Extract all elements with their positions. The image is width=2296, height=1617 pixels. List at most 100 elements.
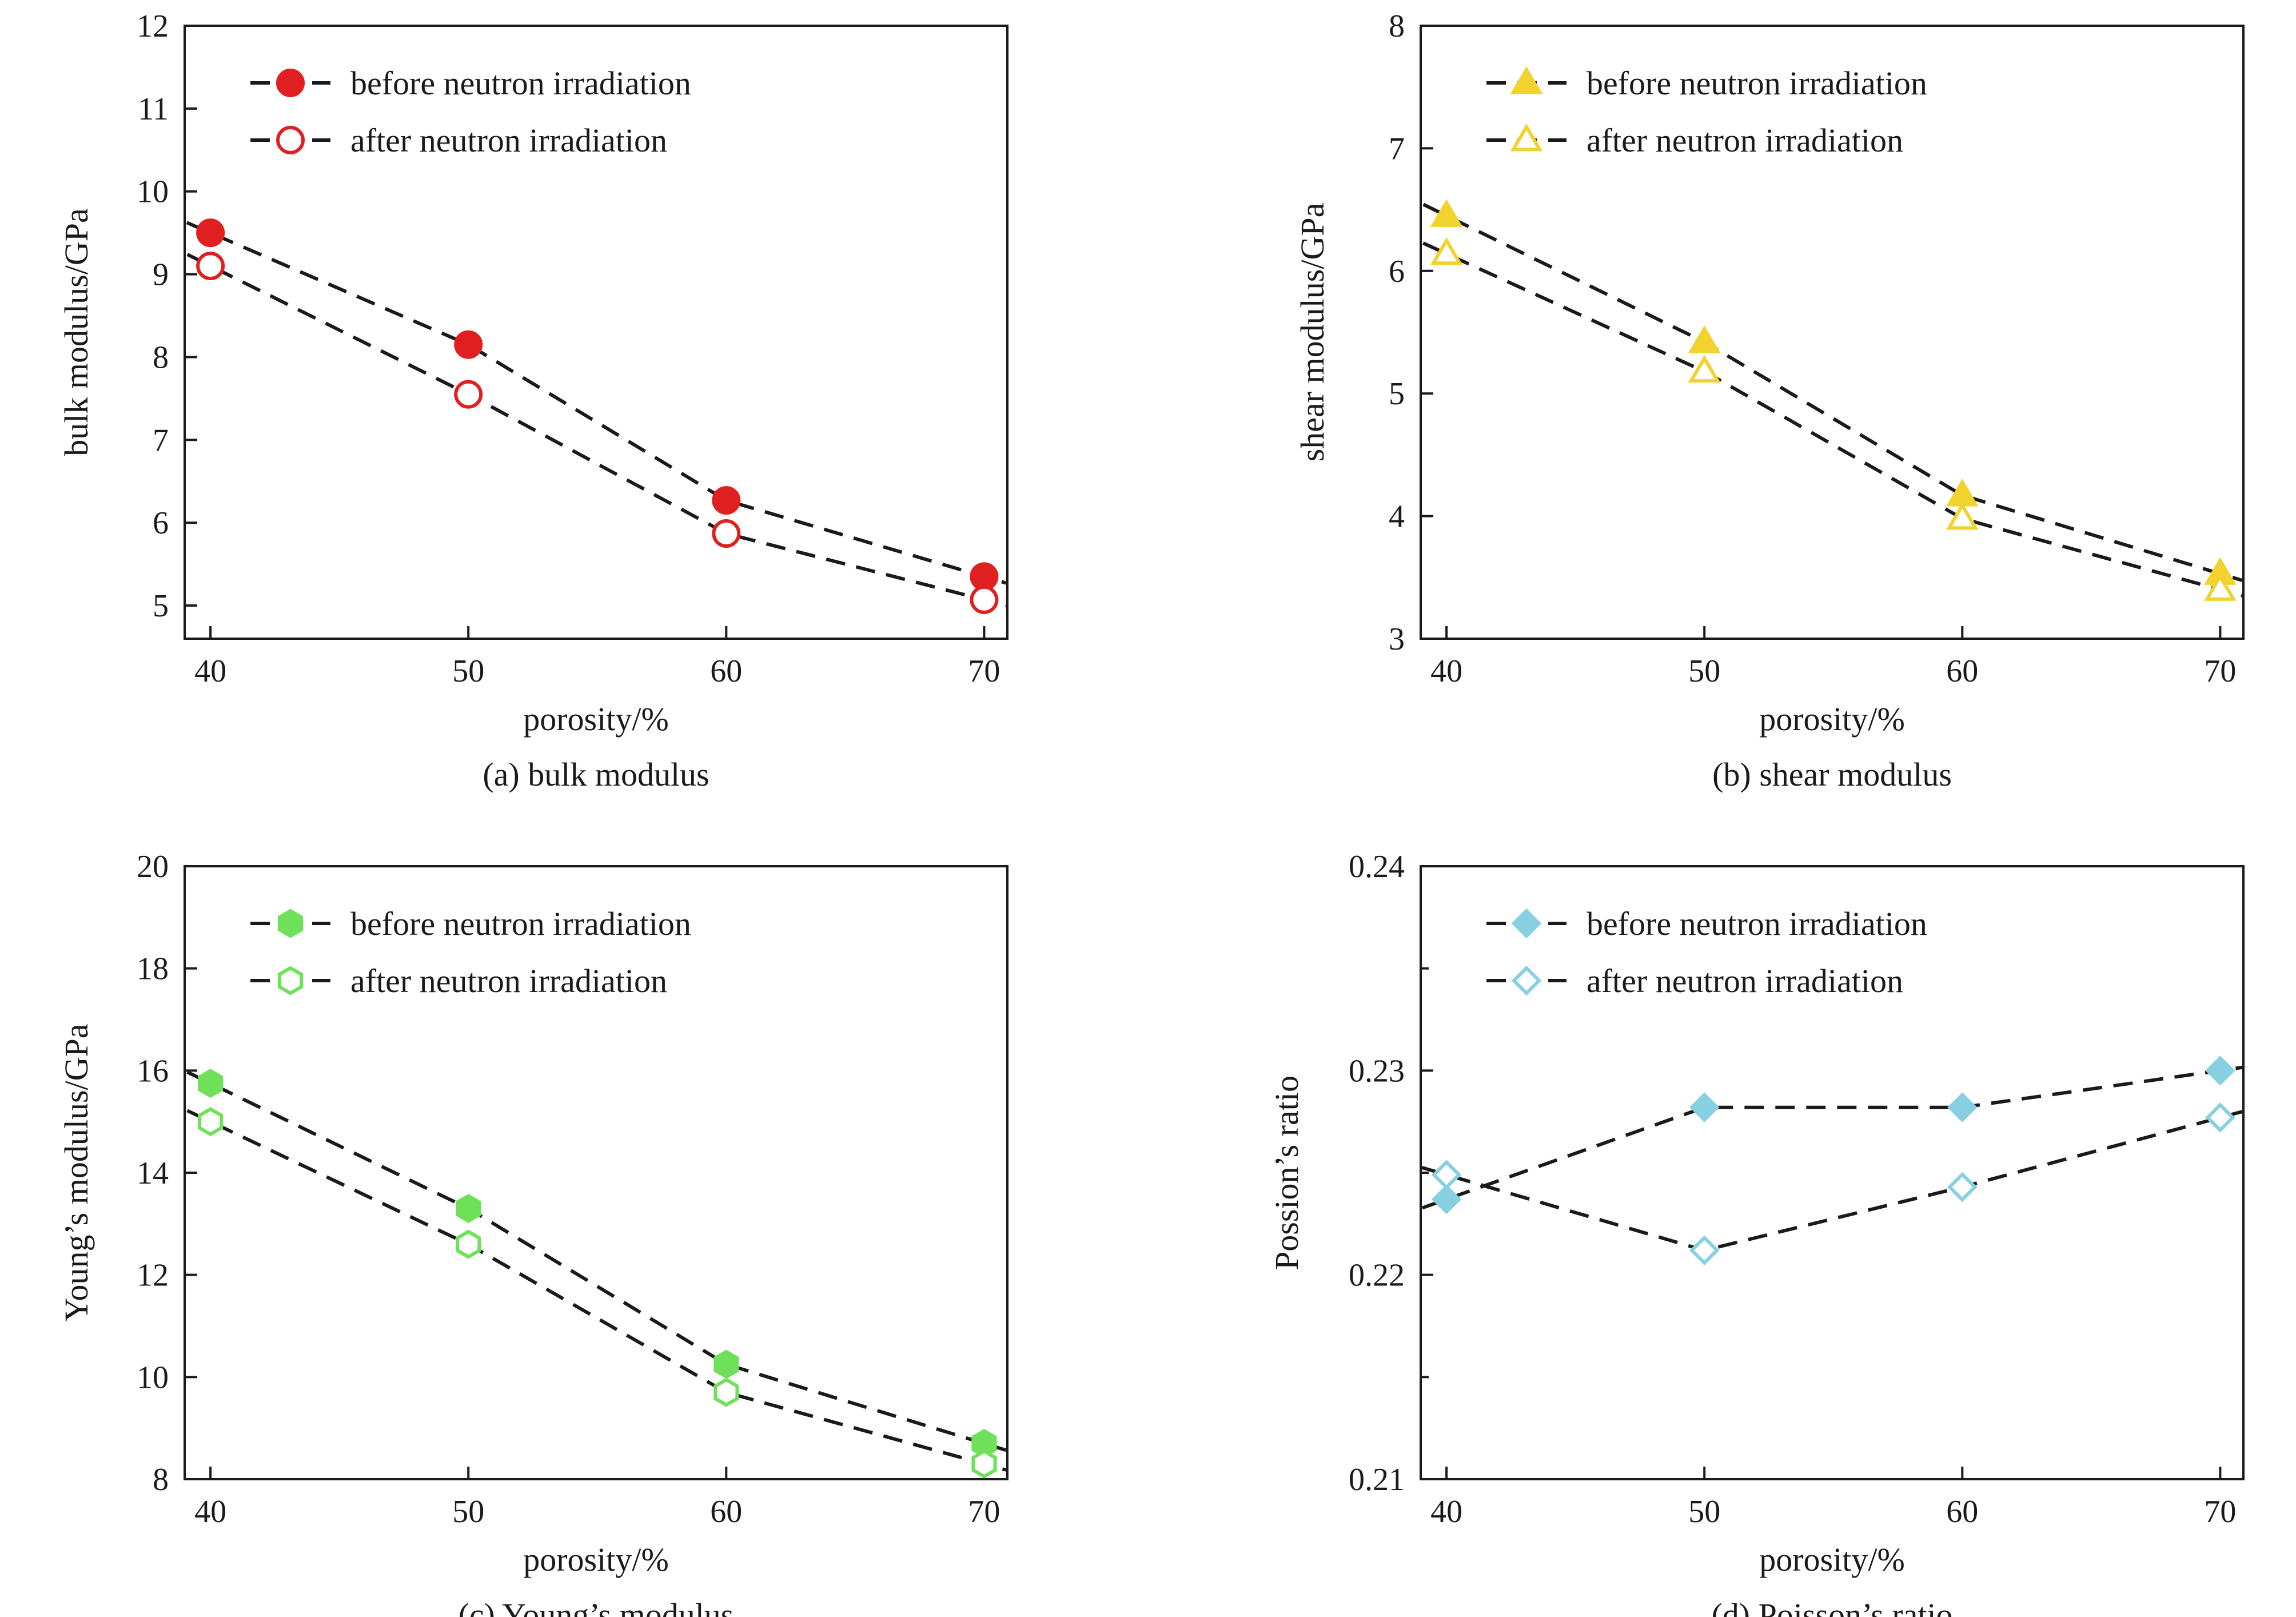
data-point-before: [712, 486, 741, 515]
legend-marker: [277, 909, 304, 938]
x-tick-label: 70: [968, 1494, 1000, 1530]
data-point-before: [198, 1069, 224, 1098]
data-point-before: [713, 1349, 739, 1379]
y-tick-label: 14: [137, 1156, 169, 1191]
y-tick-label: 8: [153, 1462, 169, 1497]
data-point-before: [1431, 1184, 1462, 1214]
legend-marker: [1511, 965, 1542, 996]
legend-marker: [277, 966, 304, 995]
x-tick-label: 50: [1688, 1494, 1720, 1530]
chart-panel-a: 40 50 60 70 5 6 7 8 9 10 11 12 porosity/% (a) bulk mo…: [58, 9, 1009, 793]
legend: before neutron irradiation after neutron …: [1486, 905, 1927, 999]
x-axis-title: porosity/%: [523, 700, 669, 738]
data-point-before: [970, 562, 999, 591]
legend: before neutron irradiation after neutron …: [250, 65, 691, 159]
data-point-after: [196, 252, 225, 281]
y-tick-label: 18: [137, 951, 169, 987]
chart-panel-c: 40 50 60 70 8 10 12 14 16 18 20 porosity/% (c) Young…: [58, 849, 1009, 1617]
legend-label: before neutron irradiation: [350, 905, 691, 942]
data-point-before: [2205, 1056, 2235, 1086]
y-tick-label: 4: [1389, 499, 1405, 535]
panel-caption: (d) Poisson’s ratio: [1711, 1596, 1952, 1617]
y-tick-label: 7: [153, 423, 169, 458]
x-axis-title: porosity/%: [1759, 700, 1905, 738]
data-point-after: [712, 519, 741, 548]
data-point-before: [1947, 1092, 1978, 1122]
data-point-after: [713, 1377, 739, 1407]
legend-marker: [1510, 66, 1543, 94]
data-point-after: [1689, 1235, 1720, 1266]
legend-label: after neutron irradiation: [350, 122, 667, 159]
y-tick-label: 8: [1389, 9, 1405, 44]
plot-frame: [1420, 25, 2245, 640]
legend-label: after neutron irradiation: [1587, 122, 1903, 159]
y-tick-label: 6: [153, 505, 169, 541]
y-tick-label: 12: [137, 9, 169, 44]
x-tick-label: 40: [194, 1494, 226, 1530]
legend-label: before neutron irradiation: [350, 65, 691, 102]
y-tick-label: 8: [153, 340, 169, 375]
legend: before neutron irradiation after neutron …: [250, 905, 691, 999]
x-tick-label: 40: [1430, 654, 1462, 689]
y-tick-label: 5: [153, 588, 169, 624]
y-tick-label: 3: [1389, 622, 1405, 657]
legend-marker: [276, 69, 305, 97]
data-point-before: [456, 1194, 481, 1223]
x-tick-label: 60: [1946, 654, 1978, 689]
y-tick-label: 16: [137, 1053, 169, 1089]
data-point-after: [1430, 237, 1463, 265]
y-tick-label: 20: [137, 849, 169, 885]
x-tick-label: 60: [710, 1494, 742, 1530]
data-point-after: [970, 585, 999, 614]
plot-frame: [184, 25, 1009, 640]
data-point-before: [1688, 325, 1721, 353]
y-tick-label: 0.21: [1349, 1462, 1405, 1497]
data-point-after: [456, 1229, 481, 1259]
legend-marker: [276, 126, 305, 154]
data-point-after: [2205, 1102, 2235, 1133]
y-tick-label: 10: [137, 174, 169, 210]
data-point-after: [971, 1449, 997, 1479]
y-tick-label: 0.24: [1349, 849, 1405, 885]
legend-label: after neutron irradiation: [1587, 962, 1903, 999]
x-tick-label: 40: [194, 654, 226, 689]
y-tick-label: 6: [1389, 254, 1405, 289]
x-tick-label: 50: [1688, 654, 1720, 689]
legend-label: before neutron irradiation: [1587, 905, 1927, 942]
chart-panel-d: 40 50 60 70 0.21 0.22 0.23 0.24 porosity/% (d) Po…: [1268, 849, 2245, 1617]
data-point-after: [1946, 501, 1979, 530]
data-point-after: [454, 380, 483, 409]
y-tick-label: 7: [1389, 131, 1405, 166]
data-point-after: [1947, 1172, 1978, 1202]
y-tick-label: 10: [137, 1360, 169, 1395]
panel-caption: (c) Young’s modulus: [459, 1596, 734, 1617]
x-axis-title: porosity/%: [523, 1541, 669, 1578]
x-tick-label: 50: [452, 1494, 484, 1530]
y-tick-label: 0.23: [1349, 1053, 1405, 1089]
legend-label: before neutron irradiation: [1587, 65, 1927, 102]
panel-caption: (a) bulk modulus: [483, 756, 709, 793]
data-point-after: [1431, 1160, 1462, 1190]
y-tick-label: 12: [137, 1258, 169, 1293]
legend: before neutron irradiation after neutron …: [1486, 65, 1927, 159]
y-axis-title: Possion’s ratio: [1268, 1076, 1305, 1270]
data-point-after: [1688, 355, 1721, 383]
data-point-before: [196, 218, 225, 248]
y-tick-label: 5: [1389, 376, 1405, 412]
panel-caption: (b) shear modulus: [1712, 756, 1952, 793]
data-point-after: [2204, 573, 2237, 601]
y-axis-title: Young’s modulus/GPa: [58, 1023, 95, 1321]
y-tick-label: 11: [138, 91, 169, 127]
x-tick-label: 60: [710, 654, 742, 689]
x-tick-label: 40: [1430, 1494, 1462, 1530]
legend-marker: [1511, 908, 1542, 939]
data-point-after: [198, 1107, 224, 1137]
y-tick-label: 0.22: [1349, 1258, 1405, 1293]
x-tick-label: 60: [1946, 1494, 1978, 1530]
data-point-before: [1689, 1092, 1720, 1122]
y-axis-title: shear modulus/GPa: [1294, 203, 1331, 462]
y-tick-label: 9: [153, 257, 169, 293]
x-tick-label: 70: [968, 654, 1000, 689]
x-axis-title: porosity/%: [1759, 1541, 1905, 1578]
